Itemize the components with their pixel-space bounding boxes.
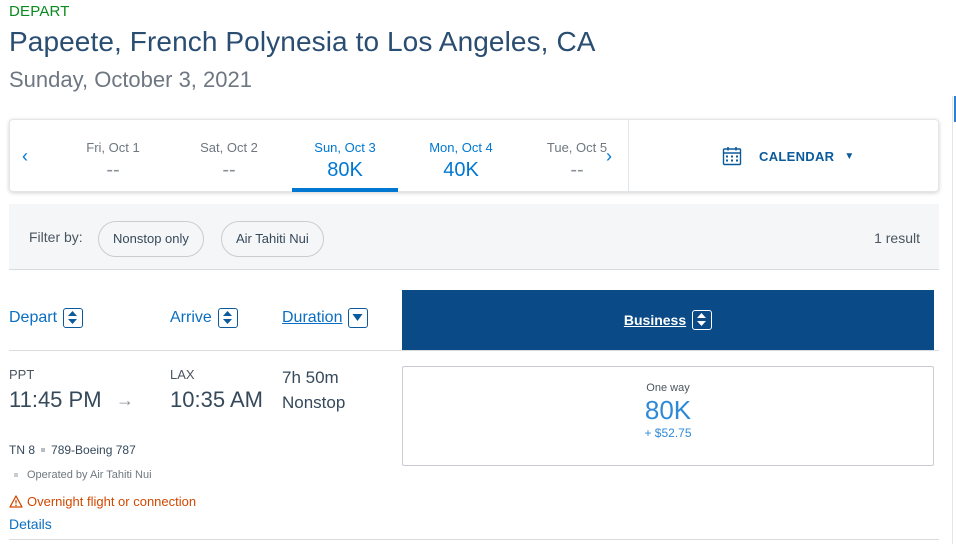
day-tab-label: Mon, Oct 4 [429,140,493,155]
arrow-right-icon: → [116,390,134,410]
warning-text: Overnight flight or connection [27,494,197,509]
caret-down-icon: ▼ [844,150,855,162]
column-label: Arrive [170,309,212,326]
warning-icon [9,495,23,508]
day-tab-fri-oct-1[interactable]: Fri, Oct 1 -- [60,120,166,192]
trip-type: One way [646,382,690,394]
route-date: Sunday, October 3, 2021 [9,67,252,92]
overnight-warning: Overnight flight or connection [9,494,196,509]
flight-duration: 7h 50m [282,368,339,387]
row-divider [9,539,939,540]
chevron-right-icon[interactable]: › [606,146,612,166]
day-tab-price: 40K [443,159,479,181]
filter-chip-nonstop[interactable]: Nonstop only [98,221,204,257]
business-label: Business [623,312,687,328]
sort-duration-header[interactable]: Duration [282,308,369,328]
day-tab-label: Fri, Oct 1 [86,140,140,155]
day-tab-tue-oct-5[interactable]: Tue, Oct 5 -- [524,120,630,192]
sort-depart-header[interactable]: Depart [9,308,84,328]
separator-dot [41,448,46,452]
result-count: 1 result [874,230,920,246]
sort-icon [692,310,713,330]
filter-row: Filter by: Nonstop only Air Tahiti Nui 1… [9,204,939,270]
calendar-button[interactable]: CALENDAR ▼ [722,146,854,166]
aircraft-type: 789-Boeing 787 [51,443,136,457]
depart-time: 11:45 PM [9,387,102,412]
right-edge-scrollbar[interactable] [952,96,956,544]
column-label: Depart [9,309,58,326]
details-link[interactable]: Details [9,516,52,532]
date-bar-divider [628,120,629,192]
fare-option-business[interactable]: One way 80K + $52.75 [402,366,934,466]
operated-by-text: Operated by Air Tahiti Nui [27,469,152,481]
arrive-time: 10:35 AM [170,387,263,412]
calendar-label: CALENDAR [759,148,835,164]
day-tab-price: -- [106,159,120,181]
day-tab-price: 80K [327,159,363,181]
column-label: Duration [282,309,343,326]
day-tab-price: -- [570,159,584,181]
flight-stops: Nonstop [282,393,346,412]
day-tab-sun-oct-3[interactable]: Sun, Oct 3 80K [292,120,398,192]
filter-label: Filter by: [29,229,83,245]
fare-taxes: + $52.75 [644,426,692,440]
sort-icon [63,308,84,328]
operated-by: Operated by Air Tahiti Nui [14,469,152,481]
day-tab-label: Sun, Oct 3 [314,140,376,155]
origin-code: PPT [9,367,35,382]
day-tab-sat-oct-2[interactable]: Sat, Oct 2 -- [176,120,282,192]
day-tab-label: Sat, Oct 2 [200,140,258,155]
calendar-icon [722,147,742,166]
sort-arrive-header[interactable]: Arrive [170,308,238,328]
day-tab-price: -- [222,159,236,181]
business-cabin-header[interactable]: Business [402,290,934,350]
route-title: Papeete, French Polynesia to Los Angeles… [9,26,596,57]
day-tab-label: Tue, Oct 5 [546,140,608,155]
date-bar: ‹ Fri, Oct 1 -- Sat, Oct 2 -- Sun, Oct 3… [9,119,939,192]
filter-chip-airline[interactable]: Air Tahiti Nui [221,221,324,257]
fare-miles: 80K [644,395,692,425]
destination-code: LAX [170,367,195,382]
direction-label: DEPART [9,3,70,20]
scrollbar-thumb[interactable] [954,96,956,122]
header-divider [9,350,939,351]
sort-icon [217,308,238,328]
day-tab-mon-oct-4[interactable]: Mon, Oct 4 40K [408,120,514,192]
flight-info: TN 8 789-Boeing 787 [9,443,136,457]
flight-number: TN 8 [9,443,36,457]
sort-down-icon [348,308,369,328]
bullet-square [14,473,18,477]
chevron-left-icon[interactable]: ‹ [22,146,28,166]
